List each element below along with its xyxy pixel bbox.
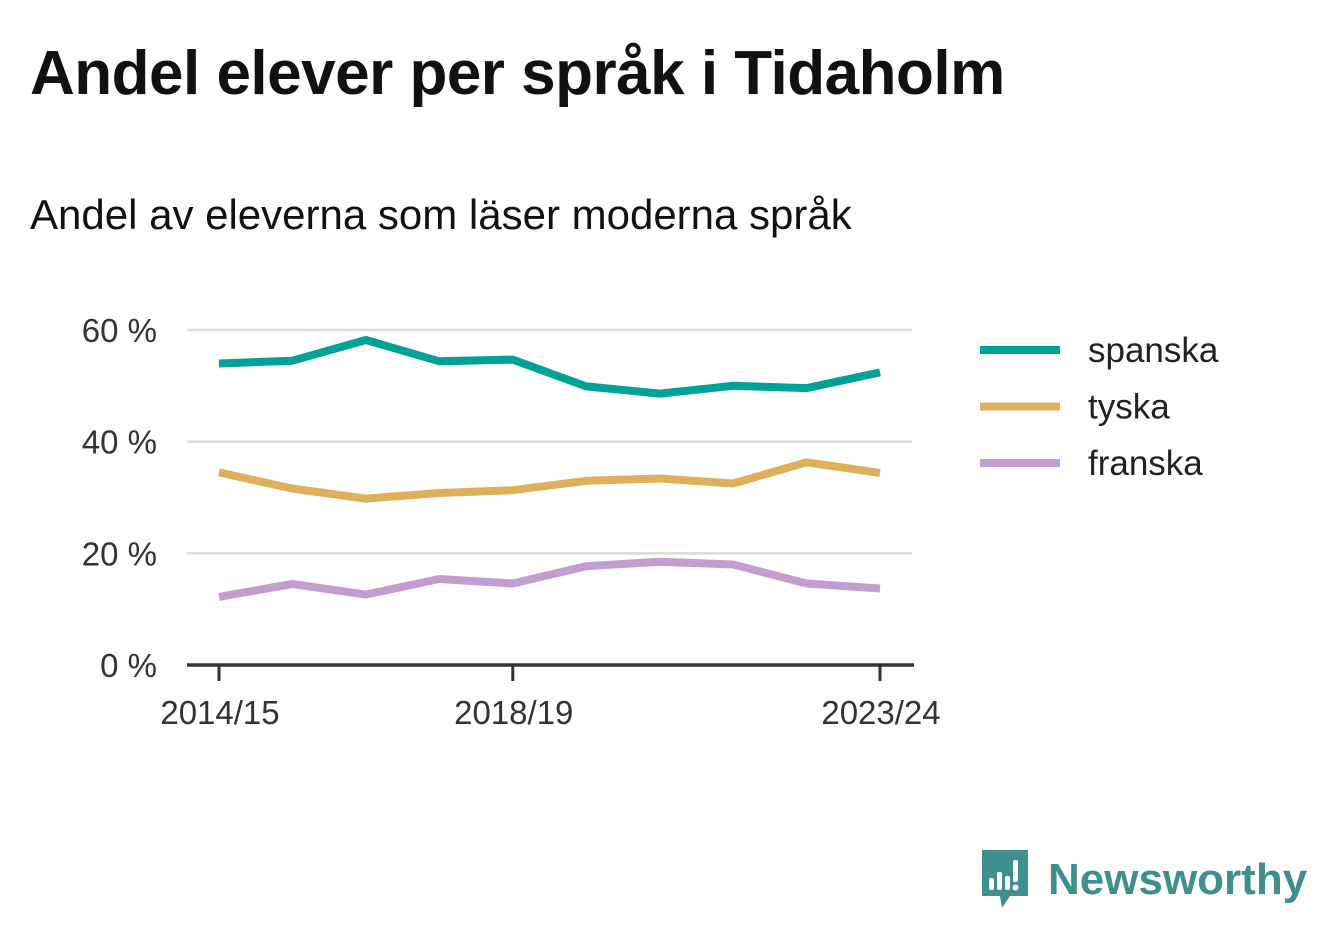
grid-lines: 60 % 40 % 20 % 0 % bbox=[82, 312, 912, 684]
y-tick-label: 60 % bbox=[82, 312, 157, 349]
chart-title: Andel elever per språk i Tidaholm bbox=[30, 39, 1005, 108]
series-line-tyska bbox=[218, 458, 881, 503]
x-tick-label: 2018/19 bbox=[454, 694, 573, 731]
legend-label: franska bbox=[1088, 444, 1203, 483]
series-lines bbox=[218, 336, 881, 601]
chart-subtitle: Andel av eleverna som läser moderna språ… bbox=[30, 191, 852, 238]
x-axis: 2014/15 2018/19 2023/24 bbox=[160, 663, 941, 731]
y-tick-label: 40 % bbox=[82, 424, 157, 461]
brand-name: Newsworthy bbox=[1048, 855, 1308, 904]
legend-label: spanska bbox=[1088, 331, 1219, 370]
x-tick-label: 2014/15 bbox=[160, 694, 279, 731]
newsworthy-brand: Newsworthy bbox=[980, 850, 1307, 910]
newsworthy-logo-icon bbox=[982, 850, 1028, 908]
series-line-spanska bbox=[218, 336, 881, 398]
y-tick-label: 0 % bbox=[100, 647, 157, 684]
legend-label: tyska bbox=[1088, 388, 1170, 427]
legend: spanska tyska franska bbox=[980, 331, 1219, 483]
series-line-franska bbox=[218, 557, 881, 601]
y-tick-label: 20 % bbox=[82, 535, 157, 572]
x-tick-label: 2023/24 bbox=[821, 694, 940, 731]
